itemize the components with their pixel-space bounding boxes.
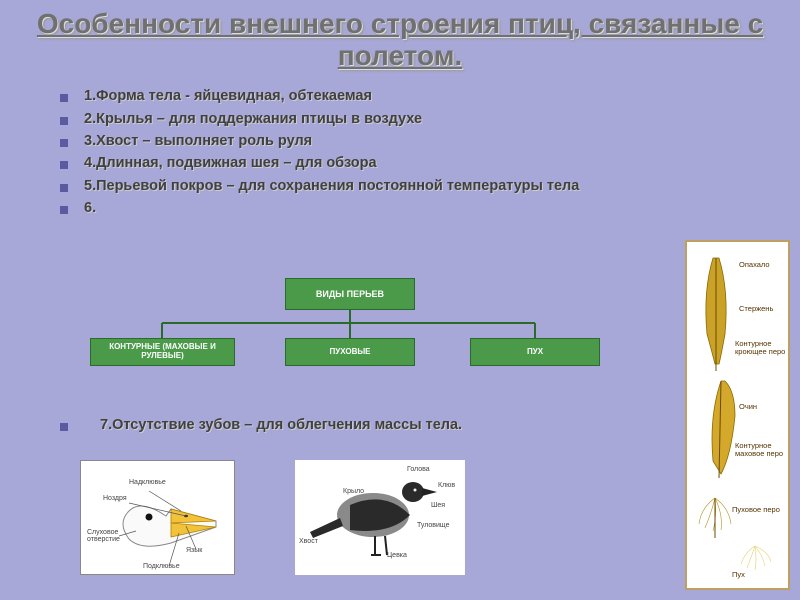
label-nozdrya: Ноздря (103, 495, 127, 502)
list-text: 6. (84, 198, 96, 218)
label-pukhovoe: Пуховое перо (732, 506, 787, 514)
list-container: 1.Форма тела - яйцевидная, обтекаемая 2.… (0, 76, 800, 218)
label-cevka: Цевка (387, 552, 407, 559)
bottom-images-row: Надклювье Ноздря Слуховое отверстие Язык… (80, 460, 465, 575)
list-text: 7.Отсутствие зубов – для облегчения масс… (100, 415, 462, 435)
feather-panel-svg (691, 246, 788, 586)
bullet-icon (60, 161, 68, 169)
list-item: 1.Форма тела - яйцевидная, обтекаемая (60, 86, 740, 106)
list-item: 4.Длинная, подвижная шея – для обзора (60, 153, 740, 173)
diagram-root-node: ВИДЫ ПЕРЬЕВ (285, 278, 415, 310)
bullet-icon (60, 139, 68, 147)
label-opahalo: Опахало (739, 260, 770, 269)
bullet-icon (60, 423, 68, 431)
feather-types-panel: Опахало Стержень Контурное кроющее перо … (685, 240, 790, 590)
list-text: 5.Перьевой покров – для сохранения посто… (84, 176, 579, 196)
label-sterzhen: Стержень (739, 304, 773, 313)
list-text: 2.Крылья – для поддержания птицы в возду… (84, 109, 422, 129)
label-ochin: Очин (739, 402, 757, 411)
list-item: 3.Хвост – выполняет роль руля (60, 131, 740, 151)
diagram-leaf-down: ПУХ (470, 338, 600, 366)
bullet-icon (60, 117, 68, 125)
slide-title: Особенности внешнего строения птиц, связ… (0, 0, 800, 76)
label-golova: Голова (407, 466, 430, 473)
bullet-icon (60, 206, 68, 214)
bullet-icon (60, 184, 68, 192)
label-yazyk: Язык (186, 547, 202, 554)
label-nadkluvye: Надклювье (129, 479, 166, 486)
list-text: 4.Длинная, подвижная шея – для обзора (84, 153, 377, 173)
label-konturnoye-mah: Контурное маховое перо (735, 442, 787, 458)
list-item: 2.Крылья – для поддержания птицы в возду… (60, 109, 740, 129)
crow-svg (295, 460, 465, 575)
label-podkluvye: Подклювье (143, 563, 180, 570)
bullet-icon (60, 94, 68, 102)
crow-diagram: Голова Клюв Шея Крыло Туловище Хвост Цев… (295, 460, 465, 575)
label-krylo: Крыло (343, 488, 364, 495)
label-tulovishche: Туловище (417, 522, 450, 529)
diagram-leaf-contour: КОНТУРНЫЕ (МАХОВЫЕ И РУЛЕВЫЕ) (90, 338, 235, 366)
list-item: 6. (60, 198, 740, 218)
label-pukh: Пух (732, 570, 745, 579)
list-text: 1.Форма тела - яйцевидная, обтекаемая (84, 86, 372, 106)
list-item-7: 7.Отсутствие зубов – для облегчения масс… (60, 415, 462, 435)
label-klyuv: Клюв (438, 482, 455, 489)
label-konturnoye-kr: Контурное кроющее перо (735, 340, 787, 356)
label-sluh: Слуховое отверстие (87, 529, 127, 543)
label-khvost: Хвост (299, 538, 318, 545)
list-text: 3.Хвост – выполняет роль руля (84, 131, 312, 151)
label-sheya: Шея (431, 502, 445, 509)
diagram-leaf-downy: ПУХОВЫЕ (285, 338, 415, 366)
bird-head-diagram: Надклювье Ноздря Слуховое отверстие Язык… (80, 460, 235, 575)
feather-types-diagram: ВИДЫ ПЕРЬЕВ КОНТУРНЫЕ (МАХОВЫЕ И РУЛЕВЫЕ… (60, 278, 640, 378)
list-item: 5.Перьевой покров – для сохранения посто… (60, 176, 740, 196)
